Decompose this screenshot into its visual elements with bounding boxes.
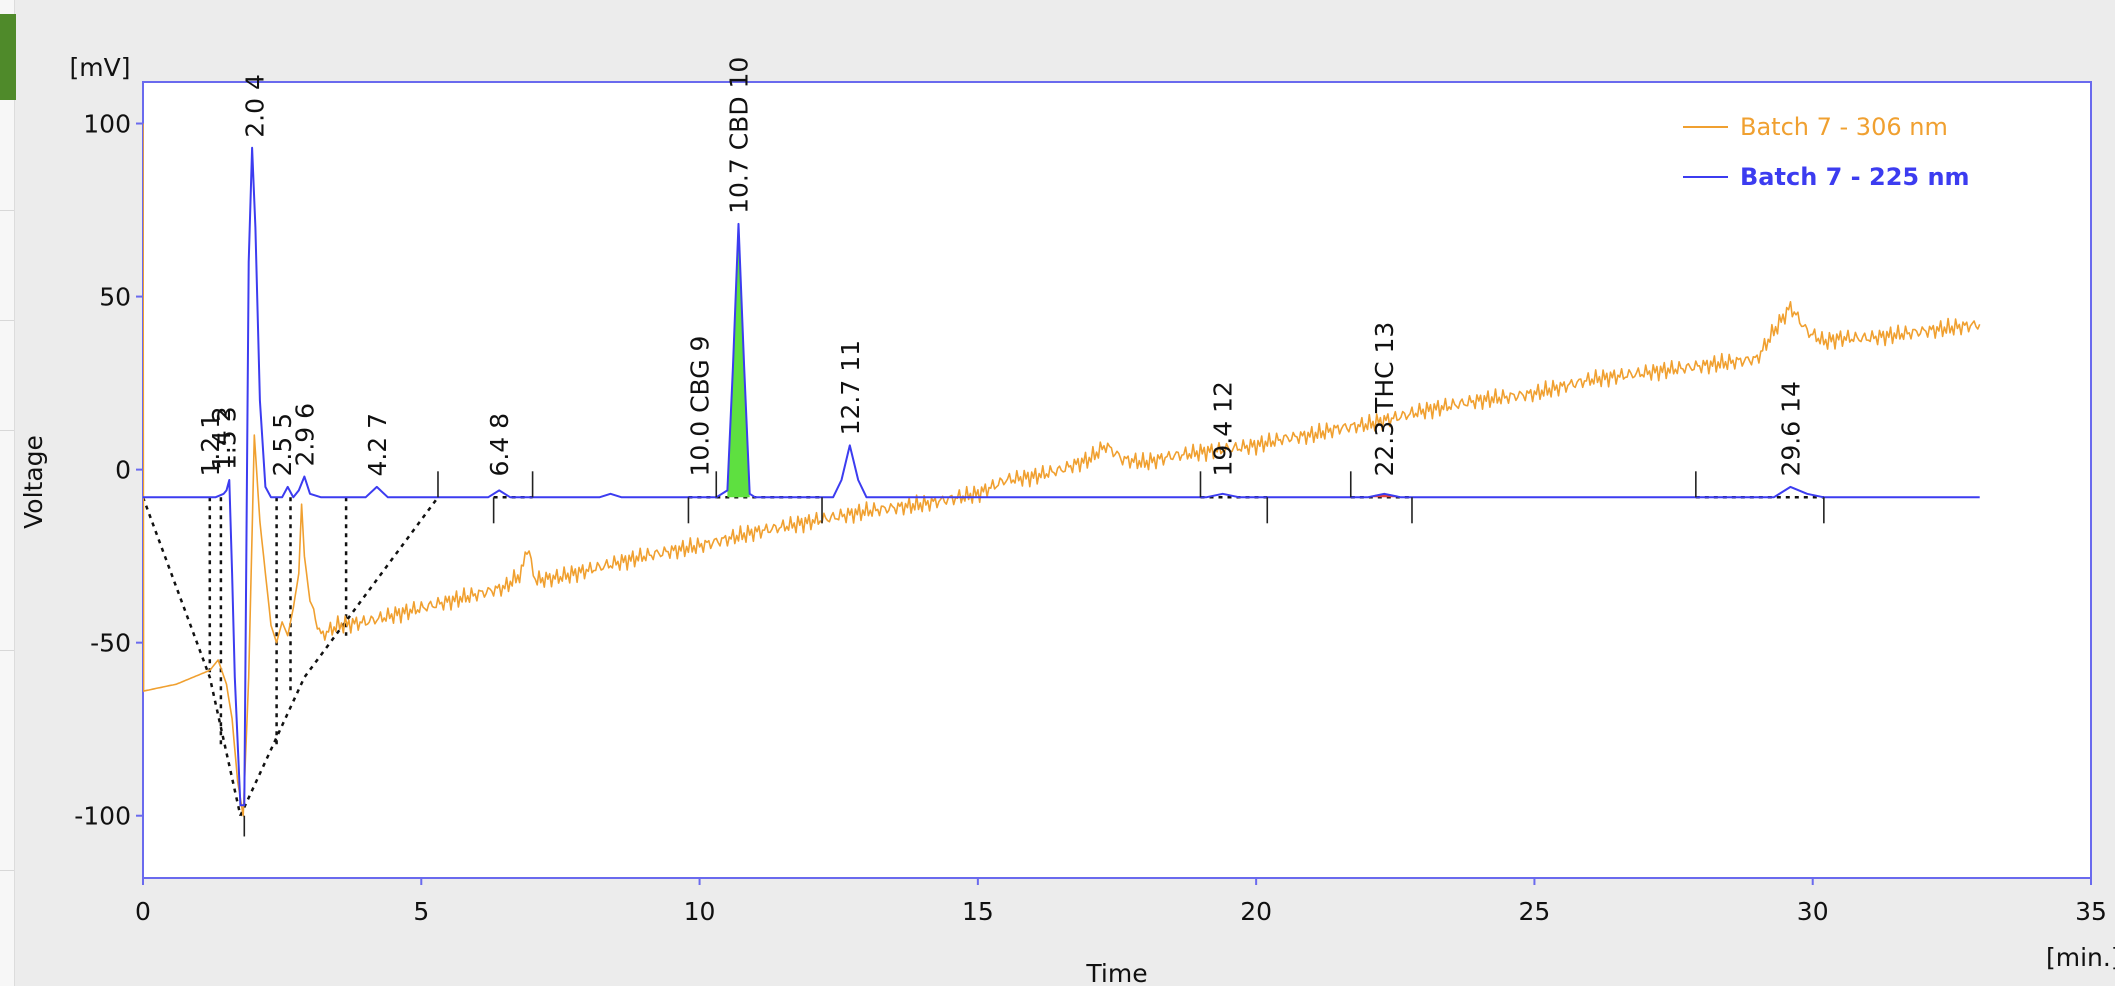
left-panel-strip (0, 0, 15, 986)
integration-baseline (143, 496, 242, 816)
panel-divider (0, 650, 14, 651)
panel-divider (0, 430, 14, 431)
series-line (143, 123, 1981, 817)
peak-label: 10.7 CBD 10 (725, 57, 754, 214)
peak-label: 1.4 2 (207, 406, 236, 470)
x-axis-unit: [min.] (2046, 943, 2115, 972)
x-tick-label: 5 (413, 897, 429, 926)
legend-entry: Batch 7 - 306 nm (1740, 113, 1948, 141)
y-tick-label: 0 (115, 456, 131, 485)
peak-label: 1.5 3 (212, 406, 241, 470)
peak-label: 19.4 12 (1209, 381, 1238, 476)
chart-panel: 0 5 10 15 20 25 30 35 -100 -50 0 50 100 1.2 1 1.4 2 1.… (16, 12, 2115, 986)
x-tick-label: 25 (1519, 897, 1551, 926)
y-tick-label: -100 (74, 802, 131, 831)
y-tick-label: 100 (83, 110, 131, 139)
plot-area (142, 81, 2092, 879)
x-tick-label: 0 (135, 897, 151, 926)
series-line (143, 146, 1980, 807)
peak-label: 29.6 14 (1776, 381, 1805, 476)
x-axis-title: Time (1085, 959, 1147, 986)
y-axis-unit: [mV] (70, 53, 131, 82)
peak-label: 4.2 7 (363, 413, 392, 477)
x-tick-label: 35 (2075, 897, 2107, 926)
y-tick-label: 50 (99, 283, 131, 312)
panel-divider (0, 870, 14, 871)
peak-label: 12.7 11 (836, 340, 865, 435)
peak-label: 6.4 8 (485, 413, 514, 477)
peak-label: 2.5 5 (268, 413, 297, 477)
peak-fill-cbd (727, 223, 750, 498)
y-axis-title: Voltage (19, 435, 48, 529)
active-tab-marker[interactable] (0, 14, 20, 100)
peak-label: 2.9 6 (290, 403, 319, 467)
panel-divider (0, 320, 14, 321)
peak-label: 10.0 CBG 9 (686, 336, 715, 477)
x-tick-label: 30 (1797, 897, 1829, 926)
x-tick-label: 10 (684, 897, 716, 926)
peak-label: 2.0 4 (240, 74, 269, 138)
x-tick-label: 15 (962, 897, 994, 926)
y-tick-label: -50 (90, 629, 131, 658)
chromatogram-chart: 0 5 10 15 20 25 30 35 -100 -50 0 50 100 1.2 11.4 21.… (19, 53, 2115, 986)
panel-divider (0, 210, 14, 211)
legend-entry: Batch 7 - 225 nm (1740, 163, 1970, 191)
x-tick-label: 20 (1240, 897, 1272, 926)
peak-label: 22.3 THC 13 (1370, 322, 1399, 477)
peak-label: 1.2 1 (196, 413, 225, 477)
